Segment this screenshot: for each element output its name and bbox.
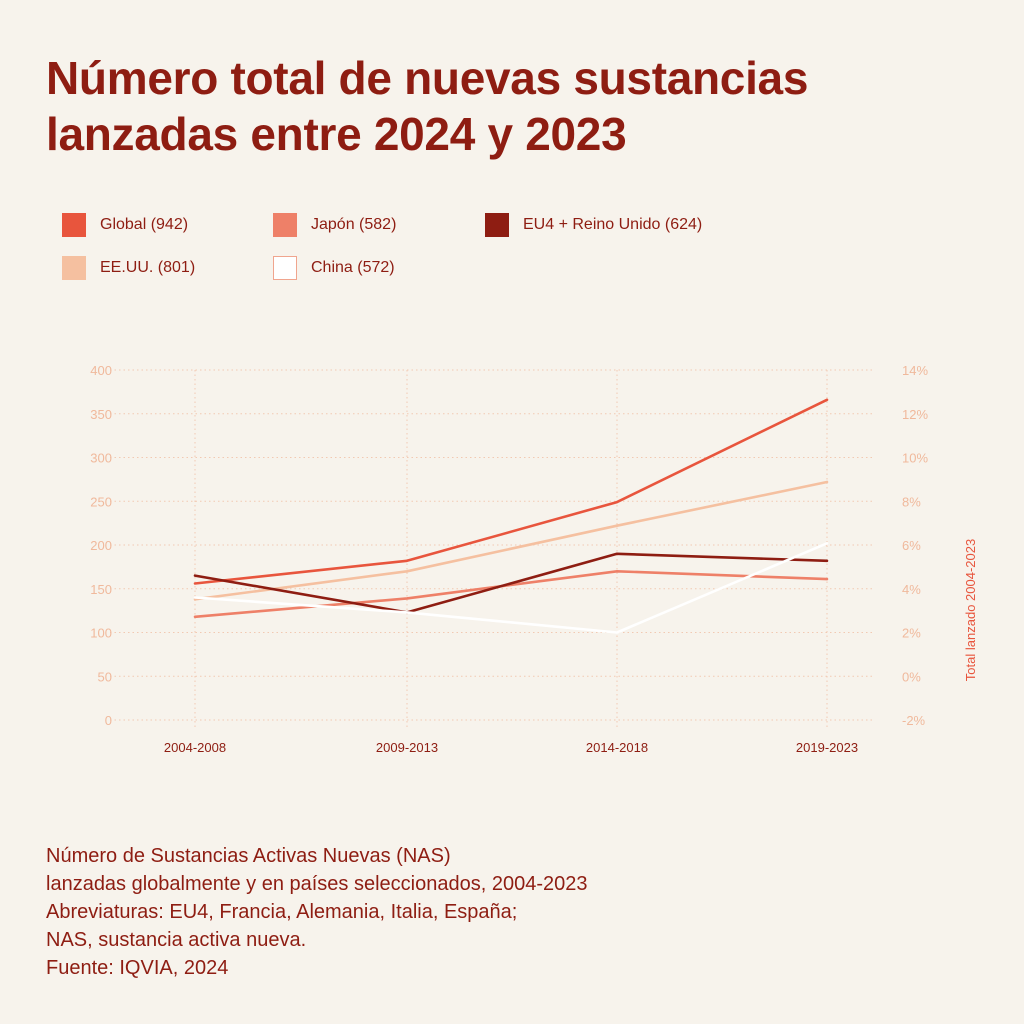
y-tick-label-left: 350 bbox=[90, 407, 112, 422]
legend: Global (942) Japón (582) EU4 + Reino Uni… bbox=[62, 212, 822, 292]
y-tick-label-right: -2% bbox=[902, 713, 926, 728]
legend-label-japon: Japón (582) bbox=[311, 216, 397, 233]
legend-swatch-eeuu bbox=[62, 256, 86, 280]
x-tick-label: 2014-2018 bbox=[586, 740, 648, 755]
note-line-4: NAS, sustancia activa nueva. bbox=[46, 929, 307, 951]
note-line-2: lanzadas globalmente y en países selecci… bbox=[46, 873, 588, 895]
legend-item-eeuu: EE.UU. (801) bbox=[62, 255, 195, 281]
y-tick-label-right: 0% bbox=[902, 669, 921, 684]
legend-item-global: Global (942) bbox=[62, 212, 188, 238]
series-line-jap-n bbox=[193, 570, 829, 619]
y-tick-label-left: 300 bbox=[90, 451, 112, 466]
legend-swatch-china bbox=[273, 256, 297, 280]
legend-item-japon: Japón (582) bbox=[273, 212, 396, 238]
legend-label-eu4-reino-unido: EU4 + Reino Unido (624) bbox=[523, 216, 703, 233]
legend-item-eu4-reino-unido: EU4 + Reino Unido (624) bbox=[485, 212, 702, 238]
series-line-eu4-reino-unido bbox=[193, 552, 829, 614]
y-tick-label-right: 8% bbox=[902, 494, 921, 509]
y-tick-label-right: 12% bbox=[902, 407, 928, 422]
y-tick-label-left: 250 bbox=[90, 494, 112, 509]
series-lines bbox=[193, 398, 829, 634]
legend-swatch-eu4-reino-unido bbox=[485, 213, 509, 237]
y-axis-right-label: Total lanzado 2004-2023 bbox=[963, 539, 978, 681]
series-line-china bbox=[193, 542, 829, 634]
legend-label-global: Global (942) bbox=[100, 216, 189, 233]
note-line-1: Número de Sustancias Activas Nuevas (NAS… bbox=[46, 845, 451, 867]
y-tick-label-right: 2% bbox=[902, 626, 921, 641]
grid bbox=[110, 369, 875, 728]
legend-swatch-global bbox=[62, 213, 86, 237]
legend-label-eeuu: EE.UU. (801) bbox=[100, 259, 196, 276]
x-axis-ticks: 2004-2008 2009-2013 2014-2018 2019-2023 bbox=[164, 740, 858, 755]
x-tick-label: 2004-2008 bbox=[164, 740, 226, 755]
chart-title: Número total de nuevas sustancias lanzad… bbox=[46, 52, 809, 160]
legend-label-china: China (572) bbox=[311, 259, 395, 276]
line-chart: 0 50 100 150 200 250 300 350 400 -2% 0% 2% 4% 6% 8% 10… bbox=[90, 363, 978, 755]
y-axis-right-ticks: -2% 0% 2% 4% 6% 8% 10% 12% 14% bbox=[902, 363, 928, 728]
legend-swatch-japon bbox=[273, 213, 297, 237]
series-line-global bbox=[193, 398, 829, 585]
series-line-ee-uu bbox=[193, 480, 829, 601]
legend-item-china: China (572) bbox=[273, 255, 395, 281]
y-tick-label-left: 0 bbox=[105, 713, 112, 728]
x-tick-label: 2009-2013 bbox=[376, 740, 438, 755]
note-line-3: Abreviaturas: EU4, Francia, Alemania, It… bbox=[46, 901, 518, 923]
y-tick-label-left: 400 bbox=[90, 363, 112, 378]
y-tick-label-left: 50 bbox=[98, 669, 112, 684]
y-tick-label-left: 150 bbox=[90, 582, 112, 597]
y-tick-label-right: 10% bbox=[902, 451, 928, 466]
y-tick-label-left: 200 bbox=[90, 538, 112, 553]
y-tick-label-right: 4% bbox=[902, 582, 921, 597]
source-note: Número de Sustancias Activas Nuevas (NAS… bbox=[46, 842, 946, 982]
y-axis-left-ticks: 0 50 100 150 200 250 300 350 400 bbox=[90, 363, 112, 728]
y-tick-label-right: 6% bbox=[902, 538, 921, 553]
y-tick-label-right: 14% bbox=[902, 363, 928, 378]
note-line-5: Fuente: IQVIA, 2024 bbox=[46, 957, 229, 979]
x-tick-label: 2019-2023 bbox=[796, 740, 858, 755]
y-tick-label-left: 100 bbox=[90, 626, 112, 641]
